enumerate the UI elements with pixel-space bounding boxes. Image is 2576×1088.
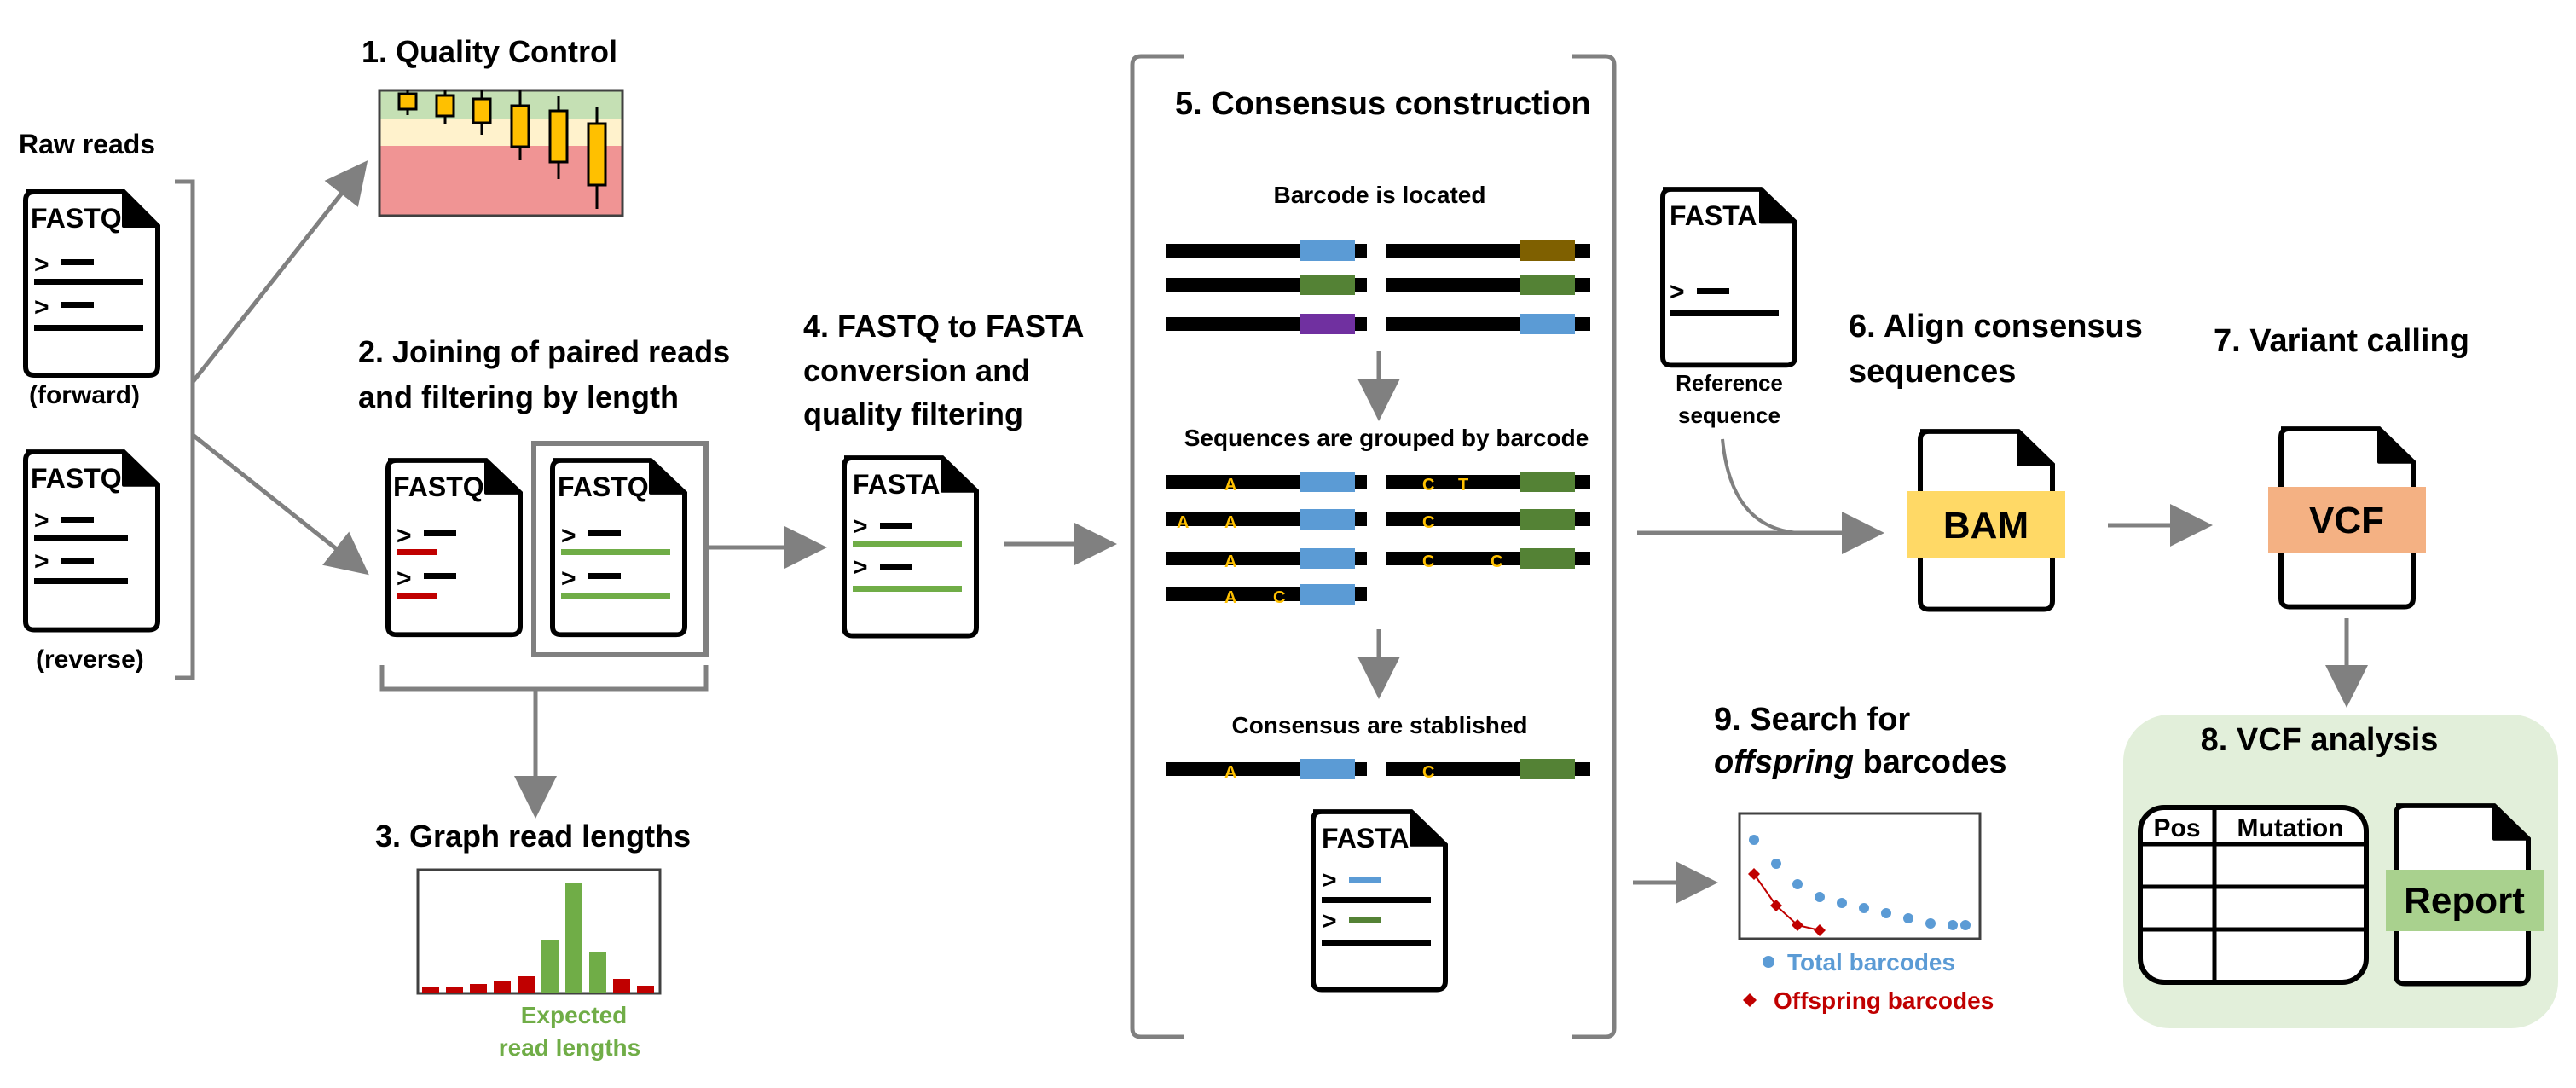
step2-title-line2: and filtering by length [358,379,679,414]
step9-title-rest: barcodes [1854,744,2007,780]
bam-label: BAM [1943,505,2029,547]
svg-text:>: > [561,564,576,593]
step7-title: 7. Variant calling [2214,323,2469,359]
report-badge [2386,870,2544,931]
report-label: Report [2404,880,2525,922]
reverse-caption: (reverse) [36,645,144,674]
reference-caption-line2: sequence [1678,402,1780,428]
vcf-badge [2268,487,2426,553]
arrow-to-qc [191,160,368,384]
legend-total-marker [1763,956,1774,968]
table-header-mutation: Mutation [2237,814,2344,842]
bam-file: BAM [1907,431,2065,610]
vcf-file: VCF [2268,429,2426,607]
legend-offspring-marker [1743,993,1757,1007]
svg-text:C: C [1422,763,1434,782]
bam-badge [1907,491,2065,558]
fastq-reverse-file: FASTQ > > [26,452,158,630]
step4-title-line3: quality filtering [803,396,1023,431]
svg-text:>: > [1670,278,1685,306]
svg-text:>: > [853,553,868,582]
grouped-reads [1166,472,1590,605]
svg-text:C: C [1491,553,1502,571]
report-file: Report [2386,806,2544,984]
legend-offspring-label: Offspring barcodes [1774,987,1994,1014]
step4-title-line2: conversion and [803,353,1030,388]
read-length-histogram [416,868,662,995]
svg-text:FASTA: FASTA [1322,823,1410,854]
svg-text:>: > [34,547,49,576]
svg-text:A: A [1177,513,1189,532]
svg-text:>: > [34,293,49,321]
raw-reads-bracket [175,179,195,680]
fastq-joined-green-file: FASTQ > > [553,460,685,634]
svg-text:C: C [1273,588,1285,607]
svg-text:FASTQ: FASTQ [558,472,649,502]
fasta-filtered-file: FASTA > > [844,458,976,636]
svg-text:>: > [853,512,868,541]
step3-caption-line2: read lengths [499,1034,640,1061]
base-letters: A A A A A C C T C C C [1177,476,1502,607]
forward-caption: (forward) [29,381,140,409]
svg-text:T: T [1458,476,1468,495]
step5-sub2: Sequences are grouped by barcode [1184,425,1589,451]
step3-caption-line1: Expected [521,1002,628,1028]
svg-text:FASTQ: FASTQ [393,472,484,502]
consensus-reads: A C [1166,759,1590,782]
step5-sub3: Consensus are stablished [1231,712,1527,738]
step8-title: 8. VCF analysis [2201,722,2439,758]
svg-text:FASTA: FASTA [1670,200,1757,231]
consensus-bracket-right [1572,54,1617,1039]
step1-title: 1. Quality Control [362,34,617,69]
fasta-consensus-file: FASTA > > [1313,812,1445,990]
reference-curve [1721,438,1800,535]
legend-total-label: Total barcodes [1787,949,1955,975]
step2-title-line1: 2. Joining of paired reads [358,334,730,369]
consensus-bracket-left [1130,54,1184,1039]
svg-text:A: A [1224,476,1236,495]
reference-caption-line1: Reference [1676,370,1783,396]
step3-title: 3. Graph read lengths [375,819,691,854]
step9-title-italic: offspring [1714,744,1854,780]
svg-text:A: A [1224,588,1236,607]
arrow-to-join [191,433,369,576]
svg-text:A: A [1224,553,1236,571]
step5-title: 5. Consensus construction [1175,86,1591,122]
svg-text:A: A [1224,513,1236,532]
svg-text:>: > [1322,866,1337,894]
svg-text:>: > [397,522,412,550]
table-header-pos: Pos [2153,814,2200,842]
step5-sub1: Barcode is located [1274,182,1486,208]
svg-text:>: > [561,522,576,550]
fastq-forward-file: FASTQ > > [26,192,158,375]
svg-text:>: > [397,564,412,593]
svg-text:FASTA: FASTA [853,469,941,500]
fastq-joined-red-file: FASTQ > > [388,460,520,634]
step2-bracket [379,665,709,692]
svg-text:>: > [1322,907,1337,935]
svg-text:offspring barcodes: offspring barcodes [1714,744,2006,780]
svg-text:A: A [1224,763,1236,782]
step9-title-line1: 9. Search for [1714,702,1910,738]
step6-title-line1: 6. Align consensus [1849,309,2143,344]
barcode-located-reads [1166,240,1590,334]
file-label: FASTQ [31,463,122,494]
vcf-label: VCF [2309,500,2384,541]
svg-text:>: > [34,506,49,535]
raw-reads-title: Raw reads [19,129,155,159]
step6-title-line2: sequences [1849,354,2016,390]
file-label: FASTQ [31,203,122,234]
svg-text:>: > [34,251,49,279]
svg-text:C: C [1422,513,1434,532]
offspring-barcode-plot [1738,812,1982,940]
step4-title-line1: 4. FASTQ to FASTA [803,309,1084,344]
mutation-table: Pos Mutation [2138,805,2369,985]
quality-control-plot [378,89,624,217]
svg-text:C: C [1422,476,1434,495]
reference-fasta-file: FASTA > [1663,189,1795,365]
svg-text:C: C [1422,553,1434,571]
selected-file-box [531,441,709,657]
